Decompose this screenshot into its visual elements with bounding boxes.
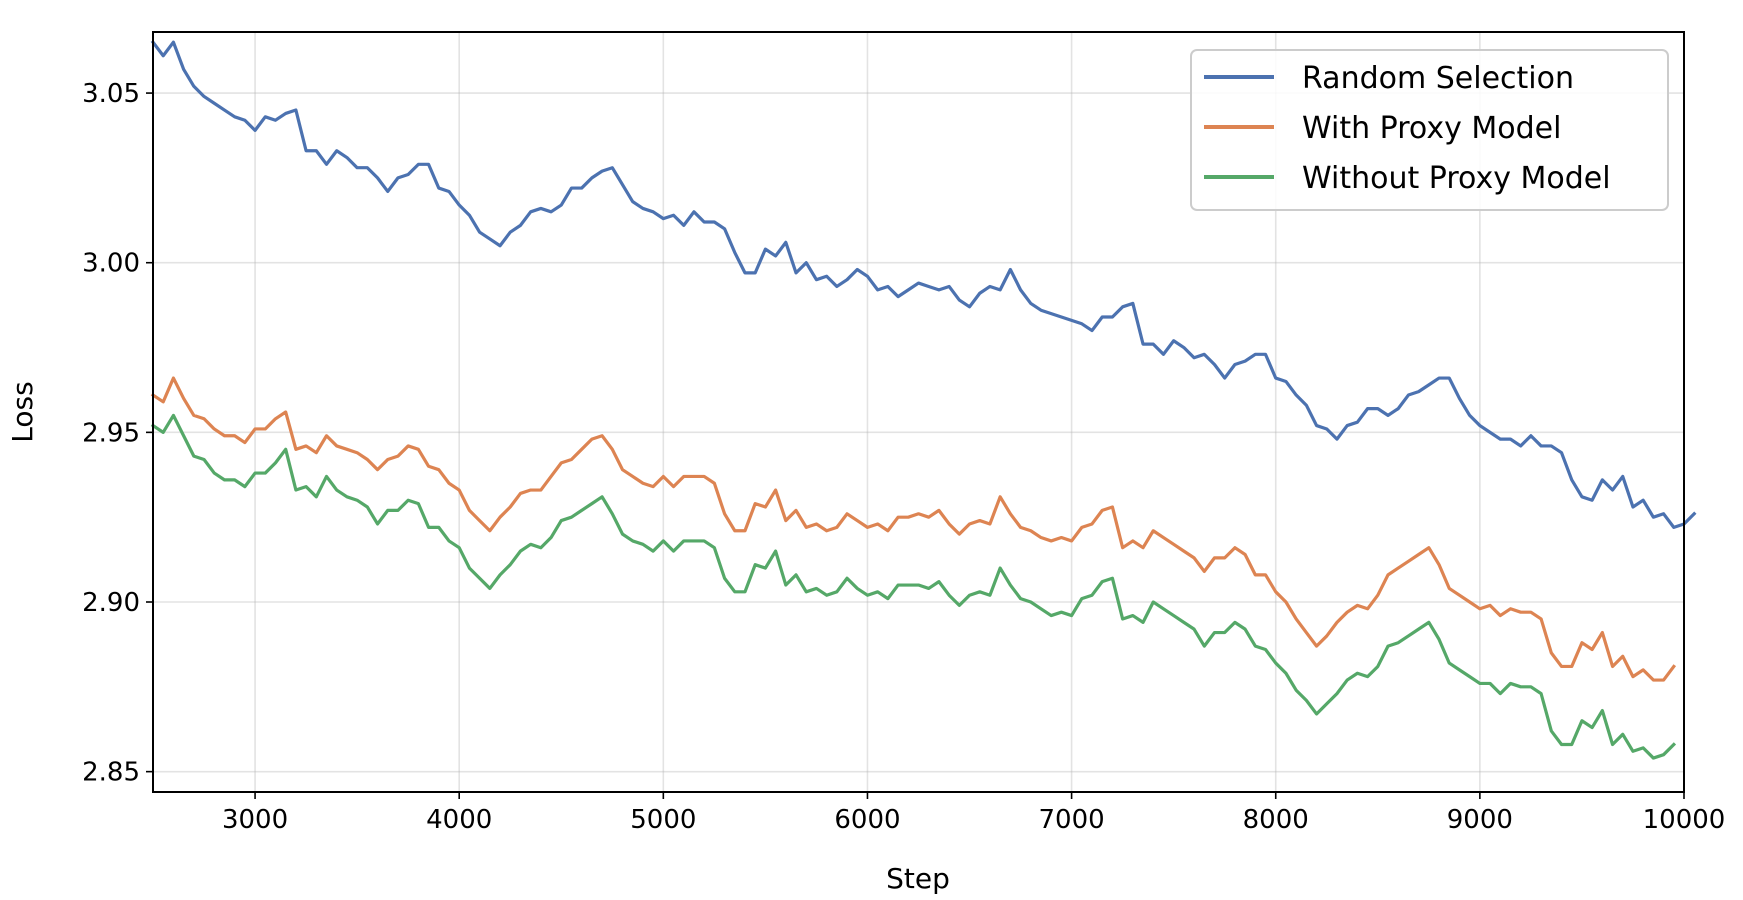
y-tick-label: 3.00 xyxy=(82,249,140,279)
y-tick-label: 2.85 xyxy=(82,758,140,788)
legend: Random Selection With Proxy Model Withou… xyxy=(1190,49,1669,211)
legend-box xyxy=(1190,49,1669,211)
y-tick-label: 3.05 xyxy=(82,79,140,109)
y-tick-label: 2.95 xyxy=(82,418,140,448)
plot-frame xyxy=(152,31,1685,793)
x-tick-label: 9000 xyxy=(1447,805,1513,835)
y-axis-label: Loss xyxy=(6,381,39,442)
x-tick-label: 10000 xyxy=(1643,805,1726,835)
x-tick-label: 4000 xyxy=(426,805,492,835)
y-tick-label: 2.90 xyxy=(82,588,140,618)
x-tick-label: 3000 xyxy=(222,805,288,835)
x-tick-label: 6000 xyxy=(834,805,900,835)
axis-ticks: 3000 4000 5000 6000 7000 8000 9000 10000 2.85 2.9… xyxy=(82,79,1725,835)
series-line-with-proxy-model xyxy=(150,376,1677,682)
x-tick-label: 5000 xyxy=(630,805,696,835)
legend-label-without-proxy-model: Without Proxy Model xyxy=(1302,161,1611,196)
legend-label-random-selection: Random Selection xyxy=(1302,61,1574,96)
legend-label-with-proxy-model: With Proxy Model xyxy=(1302,111,1561,146)
x-tick-label: 7000 xyxy=(1039,805,1105,835)
series-line-without-proxy-model xyxy=(150,413,1677,760)
x-axis-label: Step xyxy=(886,862,950,895)
series-layer xyxy=(150,39,1697,760)
x-tick-label: 8000 xyxy=(1243,805,1309,835)
series-line-random-selection xyxy=(150,39,1697,529)
